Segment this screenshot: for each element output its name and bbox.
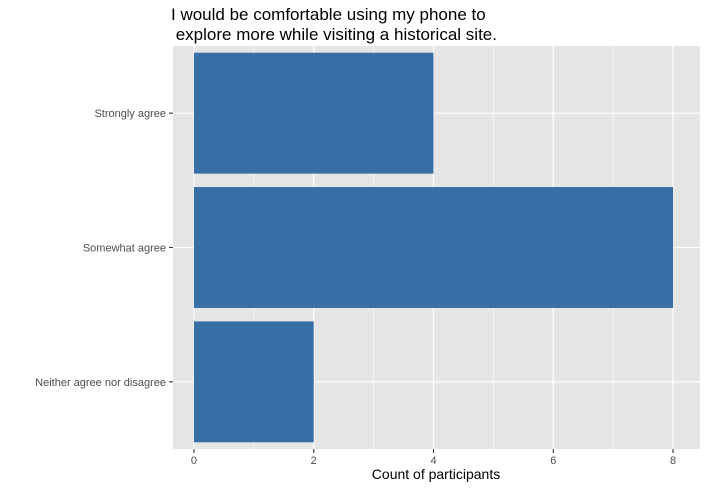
x-tick-label: 0	[191, 455, 197, 467]
y-axis: Strongly agree Somewhat agree Neither agre…	[35, 108, 173, 389]
chart-title: I would be comfortable using my phone to…	[171, 5, 497, 45]
x-tick-label: 8	[670, 455, 676, 467]
x-axis-label: Count of participants	[372, 466, 500, 482]
bar	[193, 187, 674, 308]
bar	[193, 52, 434, 174]
bars	[193, 52, 674, 443]
x-tick-label: 2	[311, 455, 317, 467]
x-tick-label: 6	[550, 455, 556, 467]
x-tick-label: 4	[430, 455, 436, 467]
y-tick-label: Strongly agree	[94, 108, 166, 120]
y-tick-label: Neither agree nor disagree	[35, 377, 166, 389]
chart-title-line-2: explore more while visiting a historical…	[171, 25, 497, 44]
bar	[193, 321, 314, 443]
x-axis: 0 2 4 6 8	[191, 449, 676, 467]
y-tick-label: Somewhat agree	[83, 243, 166, 255]
chart-title-line-1: I would be comfortable using my phone to	[171, 5, 486, 24]
